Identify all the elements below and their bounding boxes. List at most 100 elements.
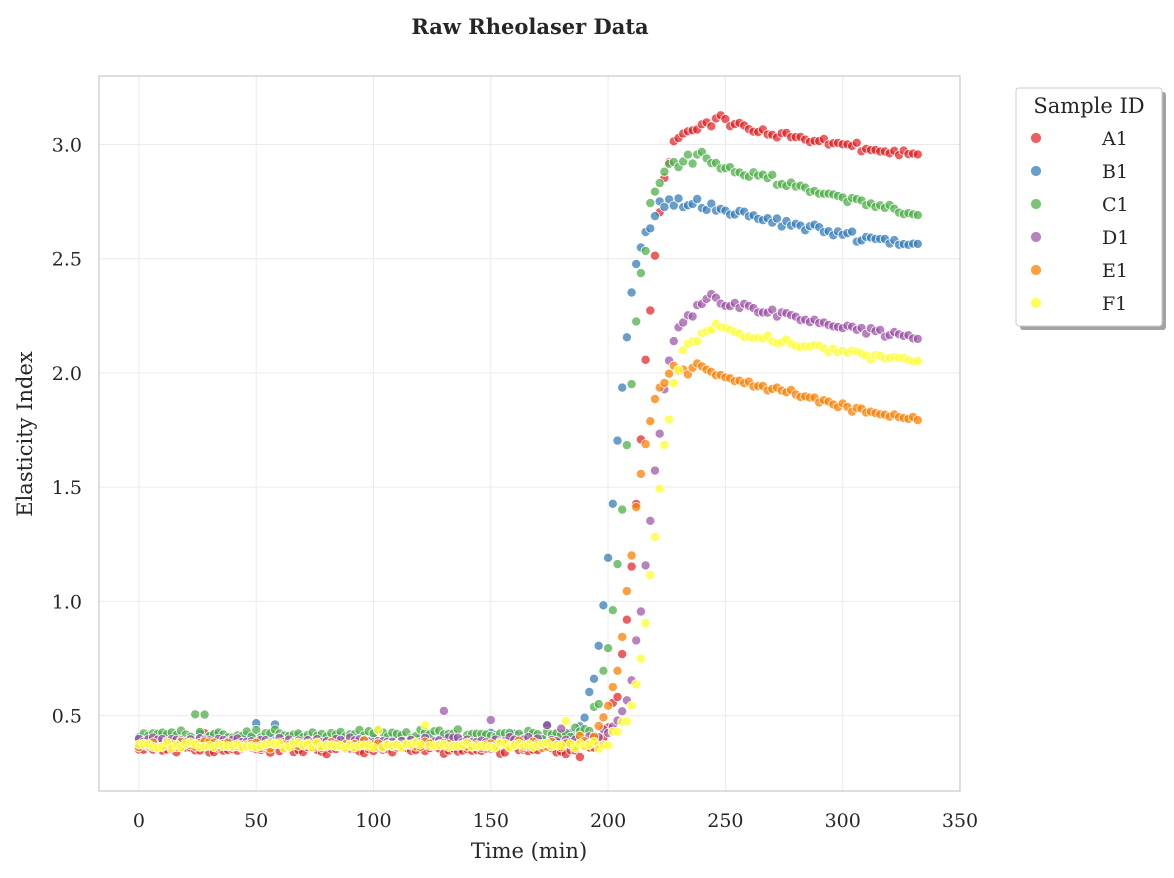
data-point xyxy=(678,317,689,328)
data-point xyxy=(617,382,628,393)
x-tick-label: 300 xyxy=(825,810,861,832)
data-point xyxy=(626,561,637,572)
data-point xyxy=(631,679,642,690)
data-point xyxy=(645,515,656,526)
series-f1 xyxy=(133,318,923,754)
data-point xyxy=(556,740,567,751)
data-point xyxy=(650,186,661,197)
data-point xyxy=(584,687,595,698)
legend-marker xyxy=(1030,231,1042,243)
data-point xyxy=(875,324,886,335)
data-point xyxy=(617,631,628,642)
data-point xyxy=(617,706,628,717)
data-point xyxy=(621,614,632,625)
data-point xyxy=(720,114,731,125)
data-point xyxy=(912,415,923,426)
y-tick-label: 2.5 xyxy=(52,249,82,271)
y-axis-ticks: 0.5 1.0 1.5 2.0 2.5 3.0 xyxy=(52,135,82,728)
data-point xyxy=(692,193,703,204)
data-point xyxy=(607,605,618,616)
data-point xyxy=(650,393,661,404)
legend-marker xyxy=(1030,297,1042,309)
data-point xyxy=(485,715,496,726)
data-point xyxy=(593,699,604,710)
data-point xyxy=(645,223,656,234)
data-point xyxy=(612,692,623,703)
data-point xyxy=(912,355,923,366)
data-point xyxy=(767,304,778,315)
data-point xyxy=(659,439,670,450)
data-point xyxy=(621,586,632,597)
y-tick-label: 3.0 xyxy=(52,135,82,157)
data-point xyxy=(621,332,632,343)
data-point xyxy=(589,736,600,747)
data-point xyxy=(645,416,656,427)
series-d1 xyxy=(133,289,923,751)
data-point xyxy=(415,739,426,750)
data-point xyxy=(668,200,679,211)
data-point xyxy=(603,740,614,751)
data-point xyxy=(692,336,703,347)
data-point xyxy=(645,305,656,316)
x-axis-ticks: 0 50 100 150 200 250 300 350 xyxy=(133,810,978,832)
legend-marker xyxy=(1030,165,1042,177)
data-point xyxy=(603,643,614,654)
data-point xyxy=(635,653,646,664)
legend-label: B1 xyxy=(1102,161,1128,183)
legend-box xyxy=(1015,87,1163,327)
data-point xyxy=(617,504,628,515)
data-point xyxy=(654,428,665,439)
data-point xyxy=(621,716,632,727)
data-point xyxy=(851,137,862,148)
data-point xyxy=(626,700,637,711)
x-tick-label: 100 xyxy=(355,810,391,832)
data-point xyxy=(650,465,661,476)
legend-label: D1 xyxy=(1102,227,1129,249)
data-point xyxy=(645,197,656,208)
legend-label: E1 xyxy=(1102,260,1128,282)
data-point xyxy=(617,649,628,660)
y-tick-label: 1.5 xyxy=(52,477,82,499)
data-point xyxy=(682,149,693,160)
data-point xyxy=(912,149,923,160)
data-point xyxy=(635,606,646,617)
data-point xyxy=(598,600,609,611)
data-point xyxy=(626,550,637,561)
data-point xyxy=(645,570,656,581)
data-point xyxy=(556,723,567,734)
legend-label: A1 xyxy=(1101,128,1128,150)
data-point xyxy=(603,700,614,711)
data-point xyxy=(706,198,717,209)
data-point xyxy=(635,468,646,479)
data-point xyxy=(621,440,632,451)
data-point xyxy=(640,618,651,629)
data-point xyxy=(664,414,675,425)
data-point xyxy=(912,238,923,249)
data-point xyxy=(640,354,651,365)
data-point xyxy=(668,378,679,389)
data-point xyxy=(598,712,609,723)
x-tick-label: 200 xyxy=(590,810,626,832)
data-point xyxy=(593,640,604,651)
data-point xyxy=(687,311,698,322)
x-axis-label: Time (min) xyxy=(471,839,587,863)
data-point xyxy=(847,226,858,237)
data-point xyxy=(664,368,675,379)
x-tick-label: 350 xyxy=(942,810,978,832)
data-point xyxy=(654,483,665,494)
data-point xyxy=(612,559,623,570)
data-point xyxy=(199,709,210,720)
data-point xyxy=(579,712,590,723)
legend-marker xyxy=(1030,264,1042,276)
data-point xyxy=(612,665,623,676)
data-point xyxy=(593,721,604,732)
data-point xyxy=(673,364,684,375)
x-tick-label: 0 xyxy=(133,810,145,832)
legend: Sample ID A1 B1 C1 D1 E1 F1 xyxy=(1015,87,1166,330)
data-points xyxy=(133,110,923,763)
data-point xyxy=(589,673,600,684)
data-point xyxy=(631,635,642,646)
data-point xyxy=(640,245,651,256)
y-tick-label: 0.5 xyxy=(52,706,82,728)
